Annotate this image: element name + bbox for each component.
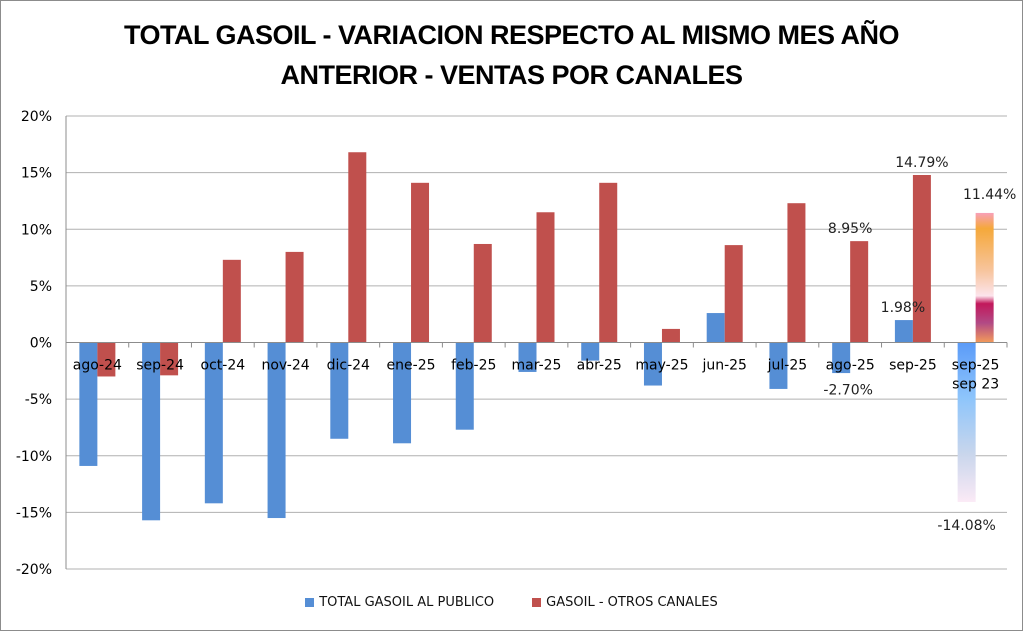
bar-publico-7 <box>518 342 537 372</box>
bar-otros-canales-6 <box>473 243 492 343</box>
bar-otros-canales-4 <box>348 152 367 343</box>
bar-otros-canales-10 <box>724 245 743 343</box>
chart-title-line-2: ANTERIOR - VENTAS POR CANALES <box>280 60 743 90</box>
bar-publico-12 <box>832 342 851 374</box>
y-tick-label: -10% <box>16 449 52 465</box>
data-label: 8.95% <box>828 221 872 237</box>
y-tick-label: 0% <box>30 336 52 352</box>
legend: TOTAL GASOIL AL PUBLICO GASOIL - OTROS C… <box>1 595 1022 610</box>
bar-otros-canales-13 <box>912 175 931 343</box>
bar-otros-canales-0 <box>97 342 116 377</box>
bar-otros-canales-3 <box>285 251 304 343</box>
bar-publico-14 <box>957 342 976 502</box>
x-category-label: ago-24 <box>73 358 122 374</box>
y-tick-label: 10% <box>21 222 52 238</box>
x-category-label: sep-25 <box>952 358 1000 374</box>
x-category-label: sep 23 <box>952 377 999 393</box>
bar-publico-6 <box>455 342 474 430</box>
bar-publico-1 <box>142 342 161 521</box>
legend-item-publico: TOTAL GASOIL AL PUBLICO <box>305 595 494 610</box>
data-label: -14.08% <box>937 518 995 534</box>
data-label: -2.70% <box>823 383 873 399</box>
legend-label-otros-canales: GASOIL - OTROS CANALES <box>546 595 718 610</box>
legend-swatch-publico <box>305 598 315 607</box>
x-category-label: jul-25 <box>767 358 808 374</box>
x-category-label: sep-24 <box>136 358 184 374</box>
bar-publico-10 <box>706 313 725 343</box>
data-label: 11.44% <box>963 187 1016 203</box>
bar-publico-5 <box>393 342 412 444</box>
bar-publico-8 <box>581 342 600 361</box>
legend-swatch-otros-canales <box>532 598 542 607</box>
bar-publico-13 <box>894 320 913 343</box>
x-category-label: ago-25 <box>826 358 875 374</box>
bar-publico-11 <box>769 342 788 389</box>
legend-item-otros-canales: GASOIL - OTROS CANALES <box>532 595 718 610</box>
y-tick-label: -20% <box>16 562 52 578</box>
y-tick-label: 20% <box>21 109 52 125</box>
bar-otros-canales-12 <box>850 241 869 343</box>
bar-otros-canales-14 <box>975 212 994 343</box>
bar-publico-2 <box>204 342 223 504</box>
bar-publico-3 <box>267 342 286 519</box>
y-tick-label: 15% <box>21 166 52 182</box>
x-category-label: ene-25 <box>387 358 436 374</box>
data-label: 14.79% <box>895 155 948 171</box>
bar-publico-9 <box>643 342 662 386</box>
legend-label-publico: TOTAL GASOIL AL PUBLICO <box>319 595 495 610</box>
y-tick-label: -5% <box>25 392 52 408</box>
x-category-label: mar-25 <box>512 358 562 374</box>
bar-otros-canales-2 <box>222 259 241 343</box>
bar-otros-canales-9 <box>661 328 680 343</box>
x-category-label: jun-25 <box>701 358 747 374</box>
chart-title: TOTAL GASOIL - VARIACION RESPECTO AL MIS… <box>1 15 1022 95</box>
x-category-label: may-25 <box>635 358 688 374</box>
bar-otros-canales-8 <box>599 182 618 343</box>
bar-publico-4 <box>330 342 349 439</box>
chart-title-line-1: TOTAL GASOIL - VARIACION RESPECTO AL MIS… <box>123 20 900 50</box>
x-category-label: nov-24 <box>261 358 309 374</box>
x-category-label: feb-25 <box>451 358 496 374</box>
bar-otros-canales-11 <box>787 203 806 343</box>
x-category-label: oct-24 <box>201 358 246 374</box>
x-category-label: dic-24 <box>327 358 370 374</box>
bar-otros-canales-5 <box>411 182 430 343</box>
data-label: 1.98% <box>881 300 925 316</box>
y-tick-label: -15% <box>16 505 52 521</box>
y-tick-label: 5% <box>30 279 52 295</box>
x-category-label: sep-25 <box>889 358 937 374</box>
bar-publico-0 <box>79 342 98 466</box>
x-category-label: abr-25 <box>577 358 622 374</box>
bar-otros-canales-7 <box>536 212 555 343</box>
bar-otros-canales-1 <box>160 342 179 376</box>
